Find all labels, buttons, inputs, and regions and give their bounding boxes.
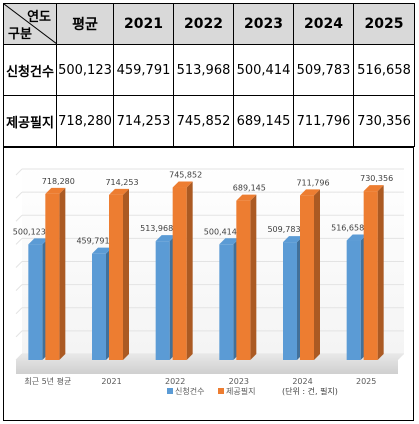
corner-top-label: 연도 [27, 10, 51, 25]
data-table: 연도 구분 평균 2021 2022 2023 2024 2025 신청건수 5… [3, 3, 415, 147]
unit-note: (단위 : 건, 필지) [282, 386, 338, 396]
bar-top [300, 189, 320, 196]
data-label: 714,253 [105, 178, 138, 187]
gridline [15, 238, 23, 245]
legend-swatch-parcels [218, 388, 224, 394]
table-cell: 500,123 [56, 44, 114, 96]
bar-top [219, 238, 240, 245]
gridline [15, 191, 23, 199]
bar-side [314, 189, 320, 360]
data-label: 730,356 [360, 174, 393, 183]
back-wall [22, 164, 404, 354]
table-cell: 711,796 [293, 95, 354, 147]
bar [300, 195, 314, 360]
table-cell: 714,253 [113, 95, 174, 147]
gridline [15, 261, 23, 268]
bar-side [250, 194, 257, 360]
table-cell: 745,852 [173, 95, 234, 147]
x-tick-label: 2024 [292, 377, 312, 386]
bar-side [123, 188, 129, 360]
gridline [15, 168, 23, 176]
table-cell: 509,783 [293, 44, 354, 96]
corner-bottom-label: 구분 [8, 27, 32, 42]
bar [155, 241, 170, 360]
x-axis: 최근 5년 평균 2021 2022 2023 2024 2025 [24, 376, 376, 386]
legend-label-parcels: 제공필지 [226, 386, 255, 396]
table-cell: 718,280 [56, 95, 114, 147]
bar [28, 244, 43, 360]
bar-top [45, 187, 66, 194]
table-cell: 730,356 [353, 95, 415, 147]
bar-top [155, 235, 176, 242]
bar-top [346, 234, 367, 241]
data-labels: 500,123 718,280 459,791 714,253 513,968 745,8… [13, 171, 393, 246]
bar-top [363, 185, 384, 192]
x-tick-label: 2023 [229, 377, 249, 386]
data-label: 718,280 [42, 177, 75, 186]
column-header: 평균 [56, 3, 114, 45]
column-header: 2022 [173, 3, 234, 45]
table-cell: 459,791 [113, 44, 174, 96]
bar [346, 240, 361, 360]
bar-top [172, 181, 193, 188]
data-label: 745,852 [169, 171, 202, 180]
data-label: 711,796 [296, 178, 329, 187]
bar [45, 193, 60, 360]
table-cell: 500,414 [233, 44, 294, 96]
column-header: 2024 [293, 3, 354, 45]
bar-top [28, 238, 49, 245]
bar [363, 191, 378, 360]
row-label: 제공필지 [3, 95, 57, 147]
bar [109, 194, 123, 360]
bar-side [377, 185, 384, 360]
x-tick-label: 2021 [101, 377, 121, 386]
bar [236, 200, 251, 360]
table-row: 제공필지 718,280 714,253 745,852 689,145 711… [3, 95, 415, 147]
x-tick-label: 2022 [165, 377, 185, 386]
bars [28, 181, 384, 360]
bar [219, 244, 234, 360]
data-label: 513,968 [140, 224, 173, 233]
bar-top [92, 247, 112, 254]
x-tick-label: 최근 5년 평균 [24, 376, 71, 386]
bar-side [59, 187, 66, 360]
bar [92, 253, 106, 360]
bar-chart: 500,123 718,280 459,791 714,253 513,968 745,8… [13, 164, 404, 396]
bar-top [236, 194, 257, 201]
data-label: 509,783 [267, 225, 300, 234]
bar-side [186, 181, 193, 360]
data-label: 500,123 [13, 227, 46, 236]
data-label: 500,414 [204, 227, 237, 236]
table-row: 신청건수 500,123 459,791 513,968 500,414 509… [3, 44, 415, 96]
table-cell: 513,968 [173, 44, 234, 96]
data-label: 516,658 [331, 224, 364, 233]
diagonal-line [4, 4, 57, 44]
legend-label-applications: 신청건수 [175, 386, 204, 396]
floor [16, 354, 404, 374]
row-label: 신청건수 [3, 44, 57, 96]
table-cell: 689,145 [233, 95, 294, 147]
column-header: 2025 [353, 3, 415, 45]
gridline [15, 214, 23, 222]
column-header: 2021 [113, 3, 174, 45]
column-header: 2023 [233, 3, 294, 45]
table-cell: 516,658 [353, 44, 415, 96]
bar-top [109, 188, 129, 195]
data-label: 689,145 [233, 184, 266, 193]
bar [172, 187, 187, 360]
x-tick-label: 2025 [356, 377, 376, 386]
corner-header-cell: 연도 구분 [3, 3, 57, 45]
table-header-row: 연도 구분 평균 2021 2022 2023 2024 2025 [3, 3, 415, 45]
bar-top [283, 236, 303, 243]
bar [283, 242, 297, 360]
legend-swatch-applications [167, 388, 173, 394]
data-label: 459,791 [76, 237, 109, 246]
legend: 신청건수 제공필지 (단위 : 건, 필지) [167, 386, 338, 396]
chart-area: 500,123 718,280 459,791 714,253 513,968 745,8… [3, 147, 414, 421]
gridline [15, 330, 23, 338]
gridline [15, 307, 23, 315]
gridline [15, 284, 23, 291]
